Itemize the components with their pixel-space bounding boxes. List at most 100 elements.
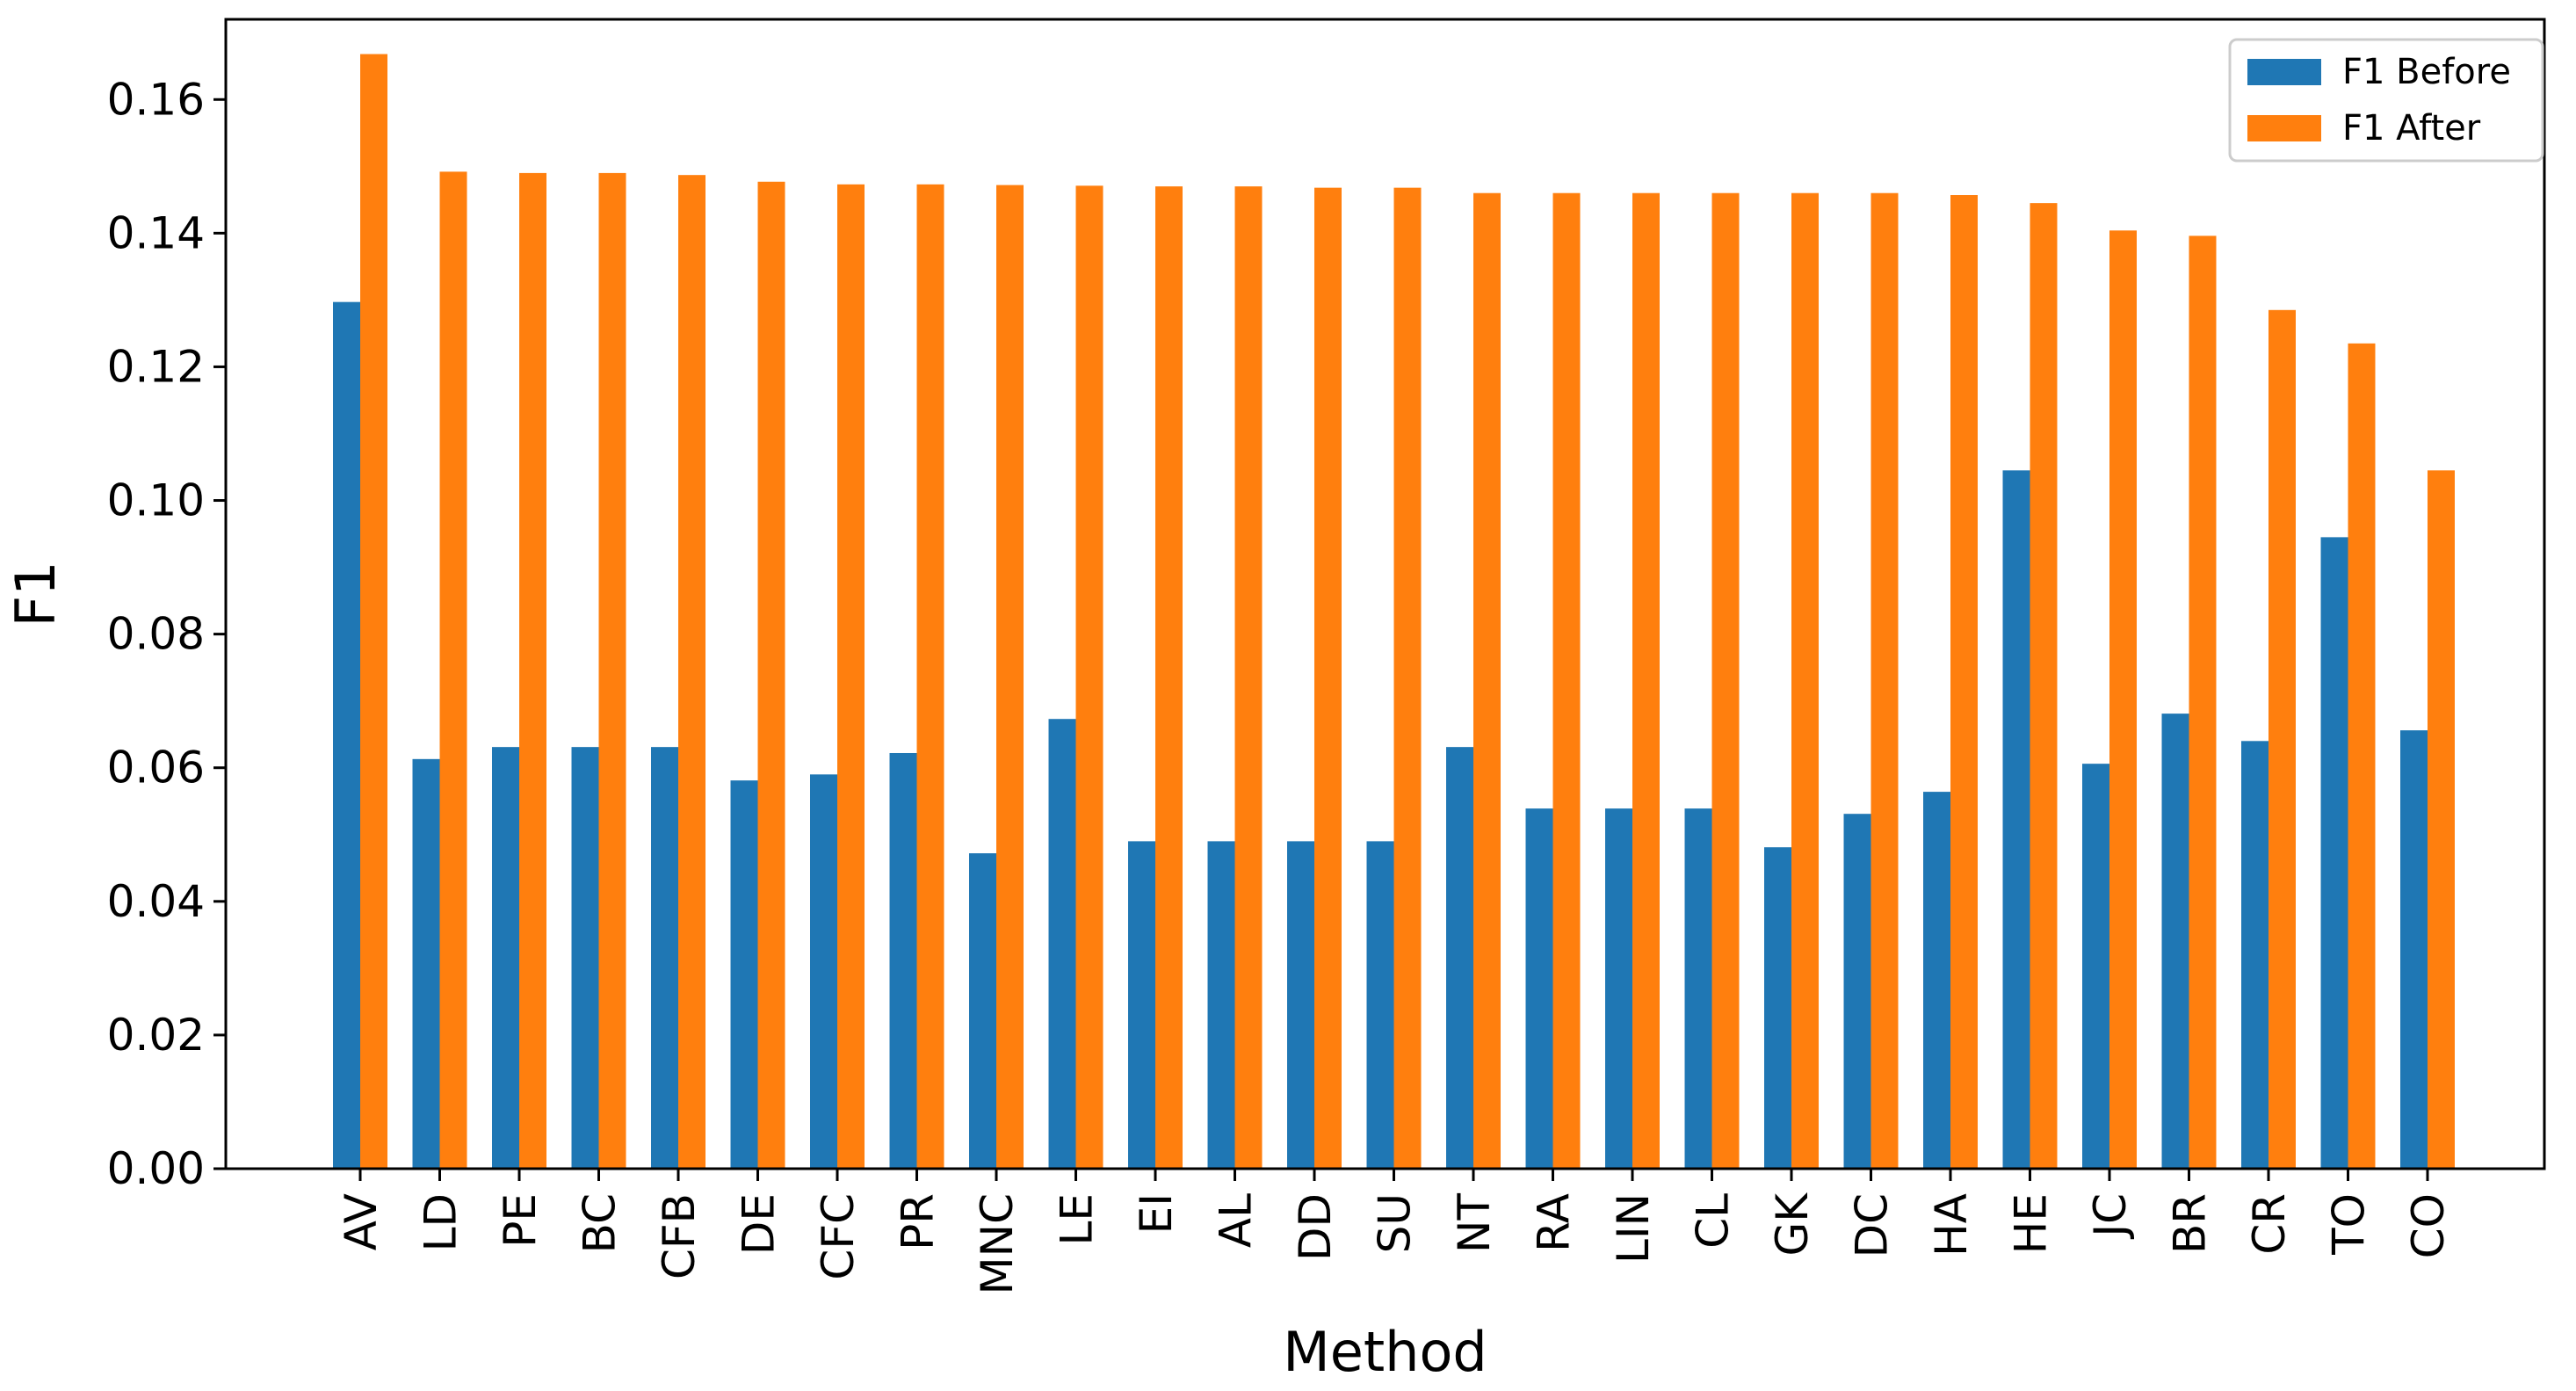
bar-before-co	[2400, 730, 2428, 1169]
bar-after-nt	[1473, 192, 1501, 1169]
bar-after-pe	[519, 172, 546, 1169]
bar-after-co	[2428, 470, 2455, 1169]
bar-after-lin	[1632, 192, 1660, 1169]
bar-before-to	[2320, 537, 2348, 1169]
bar-after-ha	[1950, 195, 1978, 1169]
legend-label-after: F1 After	[2342, 108, 2481, 149]
x-tick-label: HA	[1926, 1193, 1977, 1257]
x-tick-label: RA	[1529, 1193, 1580, 1252]
y-tick-label: 0.16	[107, 74, 205, 125]
bar-after-pr	[916, 184, 944, 1170]
x-tick-label: CL	[1688, 1193, 1739, 1249]
bar-before-cl	[1684, 808, 1712, 1169]
y-tick-label: 0.14	[107, 207, 205, 258]
bar-before-pe	[492, 747, 519, 1169]
x-tick-label: DD	[1290, 1193, 1341, 1261]
legend-swatch-after	[2247, 115, 2321, 141]
x-tick-label: LE	[1052, 1193, 1103, 1245]
legend-label-before: F1 Before	[2342, 52, 2511, 92]
bar-after-to	[2348, 343, 2376, 1170]
bar-after-le	[1075, 185, 1103, 1169]
x-tick-label: BR	[2165, 1193, 2216, 1254]
plot-frame	[224, 18, 2546, 1170]
x-tick-label: CR	[2244, 1193, 2295, 1255]
x-tick-label: LD	[416, 1193, 467, 1251]
x-tick-label: DC	[1847, 1193, 1898, 1257]
bar-before-pr	[889, 752, 917, 1169]
x-tick-label: NT	[1449, 1193, 1500, 1253]
x-tick-label: PR	[893, 1193, 944, 1250]
y-tick-label: 0.12	[107, 341, 205, 392]
x-tick-label: AV	[336, 1193, 387, 1250]
bar-after-su	[1393, 187, 1422, 1169]
y-axis-label: F1	[4, 561, 68, 627]
bar-after-jc	[2109, 230, 2137, 1169]
bar-after-ld	[439, 171, 467, 1170]
bar-before-al	[1207, 841, 1235, 1169]
x-tick-label: BC	[575, 1193, 626, 1253]
bar-after-bc	[598, 172, 626, 1169]
bar-before-dc	[1843, 814, 1871, 1169]
bar-after-al	[1234, 186, 1263, 1170]
x-tick-label: TO	[2324, 1193, 2375, 1256]
bar-after-cfc	[837, 184, 865, 1170]
bar-before-ld	[412, 758, 440, 1169]
y-tick-label: 0.06	[107, 743, 205, 793]
bar-before-he	[2002, 470, 2030, 1169]
x-tick-label: AL	[1211, 1193, 1262, 1248]
bars-group	[333, 54, 2455, 1170]
y-tick-label: 0.02	[107, 1010, 205, 1061]
bar-before-nt	[1446, 747, 1473, 1169]
bar-before-ha	[1923, 792, 1950, 1169]
x-tick-label: PE	[495, 1193, 546, 1248]
x-tick-label: GK	[1767, 1192, 1818, 1257]
x-tick-label: HE	[2006, 1193, 2057, 1254]
bar-after-av	[360, 54, 387, 1169]
bar-after-dc	[1870, 192, 1899, 1169]
bar-before-cfc	[810, 774, 837, 1169]
bar-before-br	[2161, 714, 2189, 1169]
bar-before-cfb	[651, 747, 678, 1169]
bar-after-mnc	[996, 185, 1024, 1170]
bar-before-su	[1366, 841, 1394, 1169]
bar-after-he	[2030, 203, 2058, 1169]
legend: F1 Before F1 After	[2228, 38, 2544, 163]
x-tick-label: CFC	[813, 1193, 864, 1280]
bar-before-ra	[1525, 808, 1553, 1169]
y-tick-label: 0.10	[107, 475, 205, 526]
bar-after-ra	[1552, 192, 1581, 1169]
y-tick-label: 0.08	[107, 609, 205, 660]
bar-after-ei	[1155, 186, 1183, 1170]
x-tick-label: MNC	[972, 1193, 1023, 1294]
bar-after-gk	[1791, 192, 1819, 1169]
bar-after-cfb	[678, 175, 706, 1170]
bar-before-dd	[1287, 841, 1314, 1169]
legend-swatch-before	[2247, 59, 2321, 85]
bar-before-av	[333, 301, 360, 1169]
bar-after-cr	[2268, 309, 2296, 1169]
bar-after-de	[757, 181, 785, 1170]
y-tick-label: 0.00	[107, 1143, 205, 1194]
y-tick-label: 0.04	[107, 876, 205, 927]
bar-before-de	[730, 780, 758, 1169]
bar-before-gk	[1764, 847, 1791, 1169]
y-axis: 0.00 0.02 0.04 0.06 0.08 0.10 0.12 0.14 0.16	[107, 74, 226, 1194]
bar-before-mnc	[969, 853, 996, 1169]
bar-before-ei	[1128, 841, 1155, 1169]
bar-before-cr	[2241, 741, 2268, 1169]
x-tick-label: DE	[734, 1193, 785, 1255]
bar-after-dd	[1314, 187, 1342, 1169]
bar-before-le	[1048, 719, 1076, 1169]
x-tick-label: JC	[2085, 1193, 2136, 1240]
x-tick-label: CFB	[654, 1193, 705, 1279]
bar-before-jc	[2082, 764, 2109, 1169]
x-tick-label: CO	[2403, 1193, 2454, 1258]
bar-before-bc	[571, 747, 599, 1169]
bar-after-cl	[1711, 192, 1740, 1169]
x-tick-label: SU	[1370, 1193, 1421, 1253]
x-tick-label: LIN	[1608, 1193, 1659, 1264]
x-axis-label: Method	[1283, 1320, 1487, 1384]
x-tick-label: EI	[1131, 1193, 1182, 1234]
bar-after-br	[2189, 235, 2217, 1170]
